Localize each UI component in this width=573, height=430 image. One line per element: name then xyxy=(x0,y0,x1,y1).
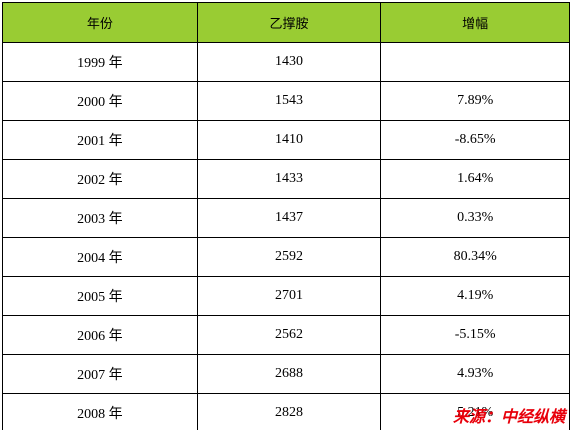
table-cell: 1437 xyxy=(196,198,382,238)
header-row: 年份 乙撑胺 增幅 xyxy=(2,2,570,43)
header-cell: 乙撑胺 xyxy=(196,2,382,43)
table-cell: 2008 年 xyxy=(2,393,198,430)
table-cell: 2006 年 xyxy=(2,315,198,355)
table-cell: 2004 年 xyxy=(2,237,198,277)
table-row: 2005 年 2701 4.19% xyxy=(2,276,570,316)
table-cell: 2003 年 xyxy=(2,198,198,238)
source-watermark: 来源：中经纵横 xyxy=(452,407,565,426)
table-cell: 2828 xyxy=(196,393,382,430)
table-cell: 2000 年 xyxy=(2,81,198,121)
table-row: 2001 年 1410 -8.65% xyxy=(2,120,570,160)
table-row: 1999 年 1430 xyxy=(2,42,570,82)
table-cell: 1410 xyxy=(196,120,382,160)
table-cell: -8.65% xyxy=(380,120,570,160)
table-cell: 1543 xyxy=(196,81,382,121)
table-cell: 4.19% xyxy=(380,276,570,316)
table-row: 2003 年 1437 0.33% xyxy=(2,198,570,238)
header-cell: 年份 xyxy=(2,2,198,43)
table-cell: 2001 年 xyxy=(2,120,198,160)
table-cell: 2592 xyxy=(196,237,382,277)
table-cell: 2562 xyxy=(196,315,382,355)
table-cell: 1.64% xyxy=(380,159,570,199)
table-cell: 5.21% xyxy=(380,393,570,430)
table-cell xyxy=(380,42,570,82)
table-cell: 2002 年 xyxy=(2,159,198,199)
table-cell: 4.93% xyxy=(380,354,570,394)
table-row: 2008 年 2828 5.21% xyxy=(2,393,570,430)
table-cell: 80.34% xyxy=(380,237,570,277)
table-row: 2000 年 1543 7.89% xyxy=(2,81,570,121)
table-cell: 2005 年 xyxy=(2,276,198,316)
table-cell: 0.33% xyxy=(380,198,570,238)
table-row: 2006 年 2562 -5.15% xyxy=(2,315,570,355)
table-cell: 1999 年 xyxy=(2,42,198,82)
table-cell: 2007 年 xyxy=(2,354,198,394)
table-cell: 7.89% xyxy=(380,81,570,121)
table-cell: 2688 xyxy=(196,354,382,394)
table-cell: 1433 xyxy=(196,159,382,199)
table-row: 2002 年 1433 1.64% xyxy=(2,159,570,199)
table-cell: 1430 xyxy=(196,42,382,82)
table-row: 2004 年 2592 80.34% xyxy=(2,237,570,277)
table-row: 2007 年 2688 4.93% xyxy=(2,354,570,394)
table-body: 1999 年 1430 2000 年 1543 7.89% 2001 年 1410 -8.65… xyxy=(2,42,570,430)
header-cell: 增幅 xyxy=(380,2,570,43)
table-cell: -5.15% xyxy=(380,315,570,355)
table-cell: 2701 xyxy=(196,276,382,316)
